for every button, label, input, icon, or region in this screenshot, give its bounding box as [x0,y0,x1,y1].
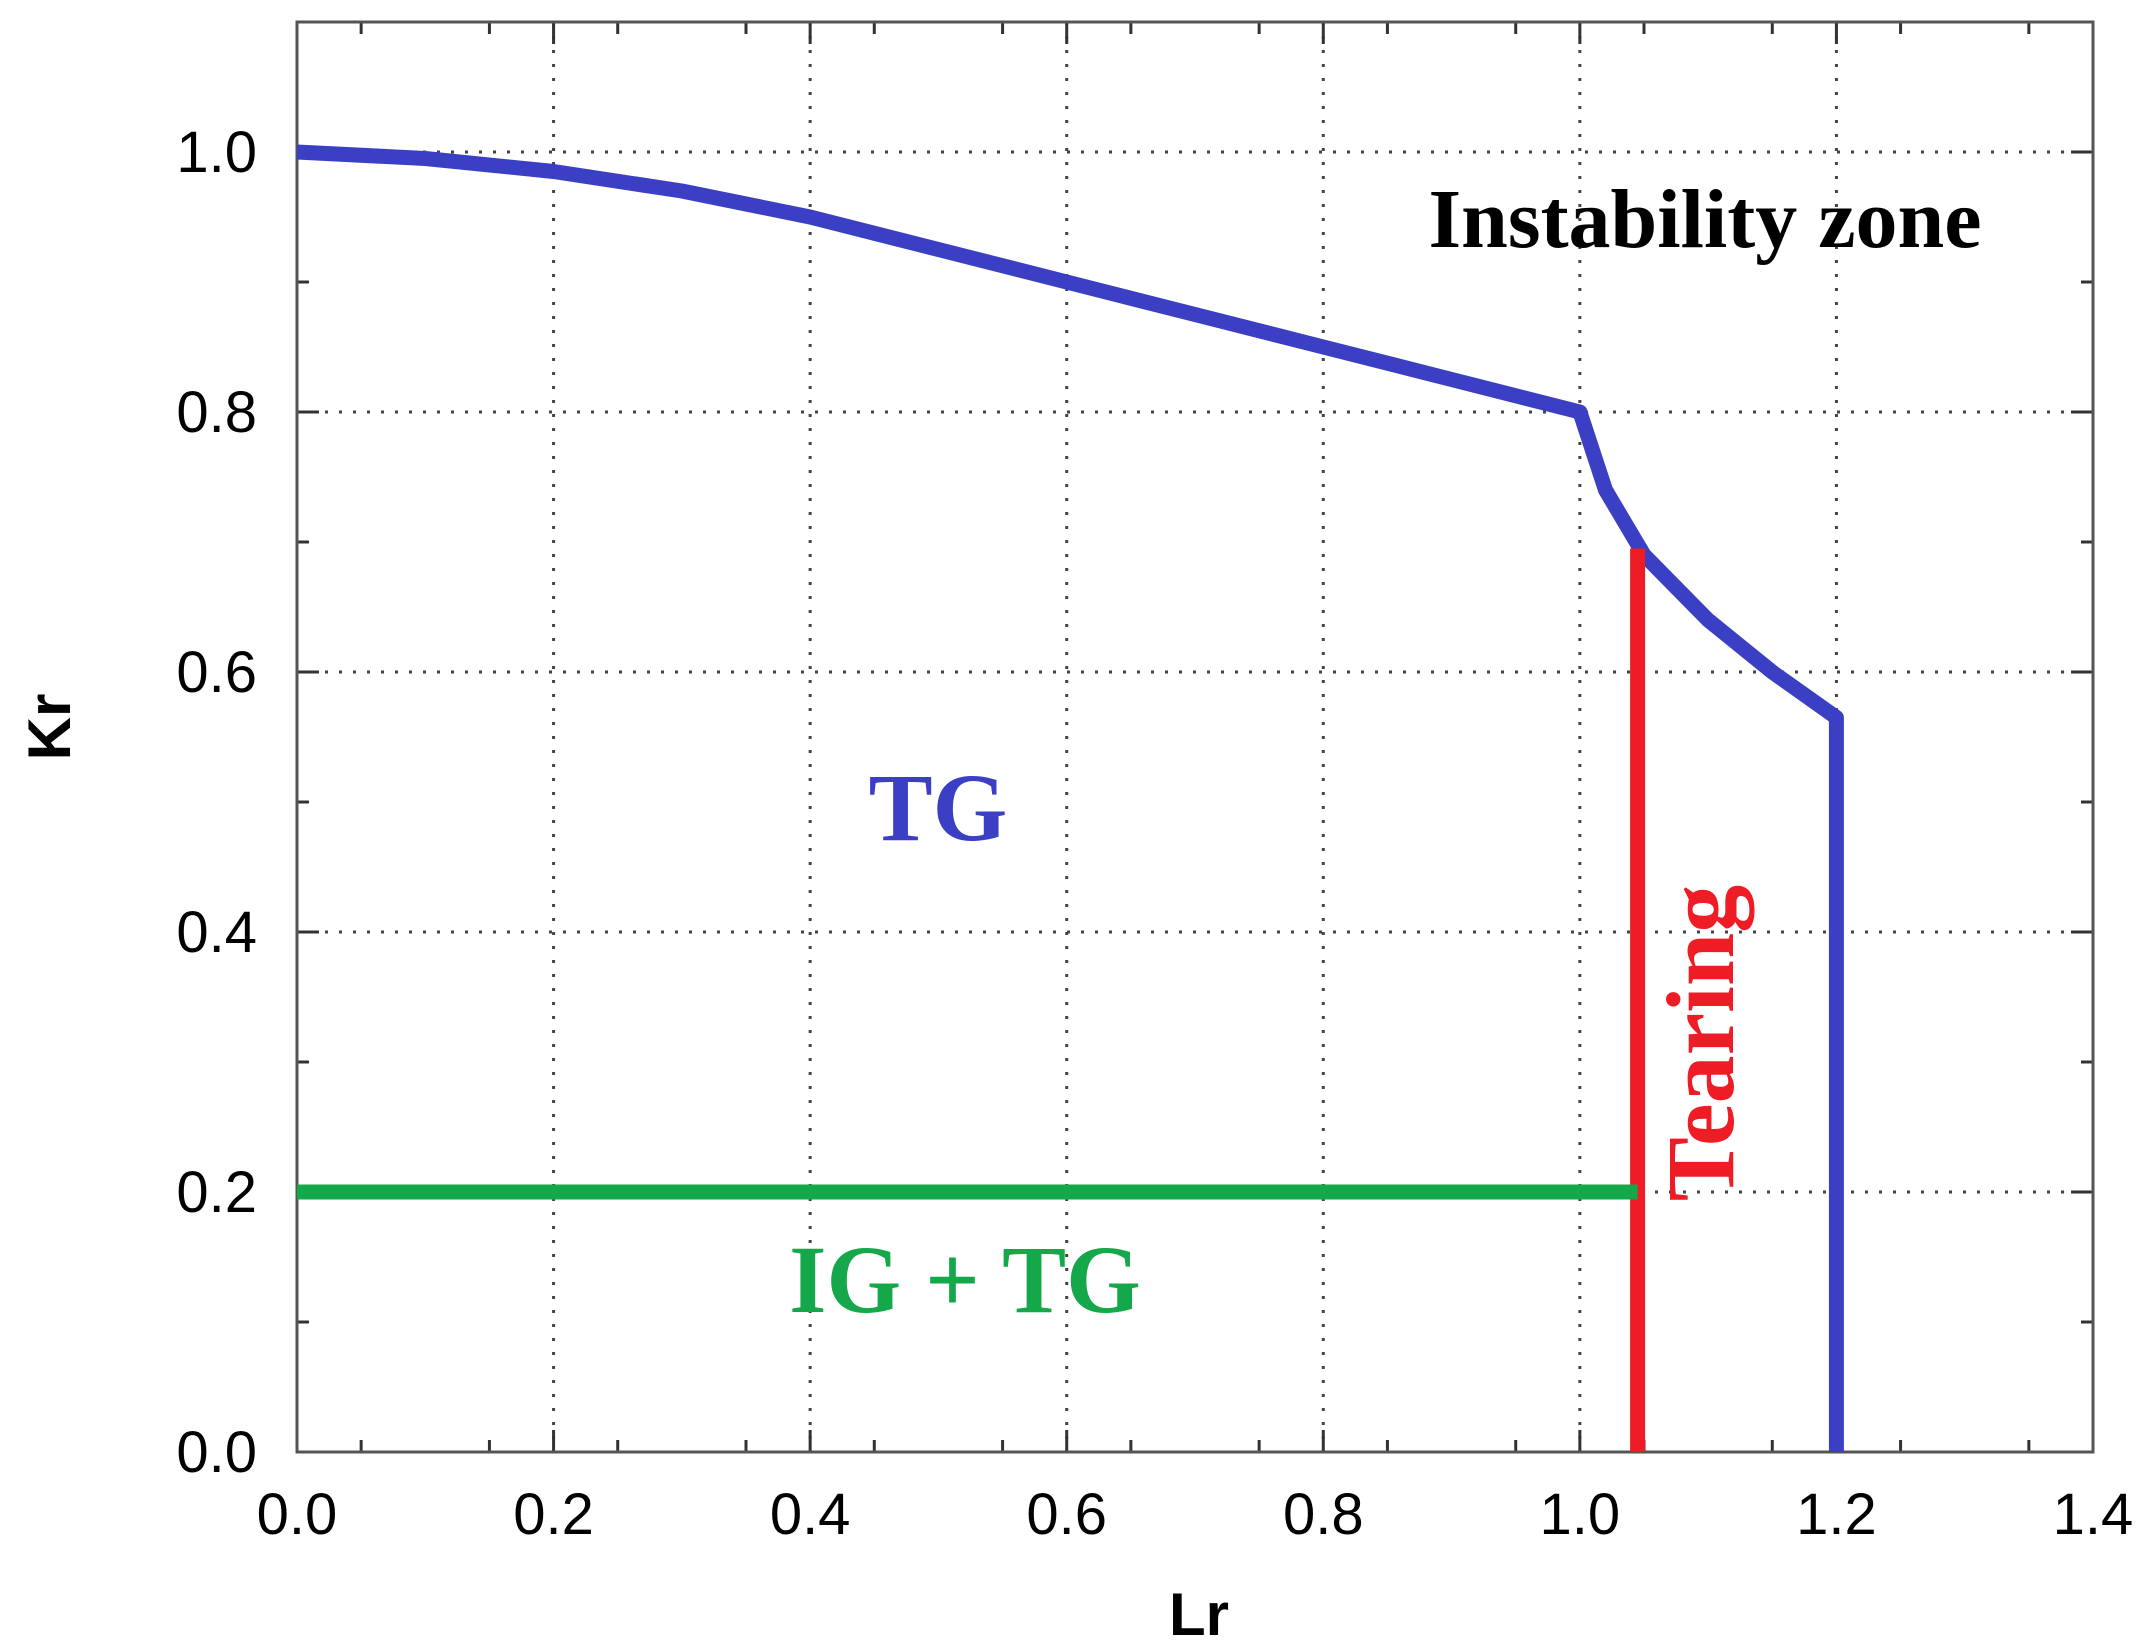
x-tick-label: 0.6 [1026,1482,1107,1547]
x-tick-label: 1.2 [1796,1482,1877,1547]
y-tick-label: 1.0 [176,120,257,185]
x-axis-title: Lr [1169,1581,1229,1648]
x-tick-labels: 0.0 0.2 0.4 0.6 0.8 1.0 1.2 1.4 [257,1482,2134,1547]
y-tick-label: 0.6 [176,640,257,705]
series-group [296,144,1844,1452]
y-tick-label: 0.0 [176,1420,257,1485]
series-line-fad-curve [296,144,1844,1452]
annotation-instability-zone: Instability zone [1428,173,1981,266]
x-tick-label: 1.4 [2053,1482,2134,1547]
x-tick-label: 0.0 [257,1482,338,1547]
y-tick-label: 0.4 [176,900,257,965]
y-axis-title: Kr [16,694,83,761]
y-tick-label: 0.8 [176,380,257,445]
annotation-tearing: Tearing [1647,885,1754,1202]
y-tick-labels: 0.0 0.2 0.4 0.6 0.8 1.0 [176,120,257,1485]
annotation-tg: TG [869,754,1008,861]
x-tick-label: 0.4 [770,1482,851,1547]
plot-frame [295,20,2095,1454]
y-tick-label: 0.2 [176,1160,257,1225]
x-tick-label: 1.0 [1540,1482,1621,1547]
annotation-ig-tg: IG + TG [789,1226,1141,1333]
x-tick-label: 0.2 [513,1482,594,1547]
x-tick-label: 0.8 [1283,1482,1364,1547]
